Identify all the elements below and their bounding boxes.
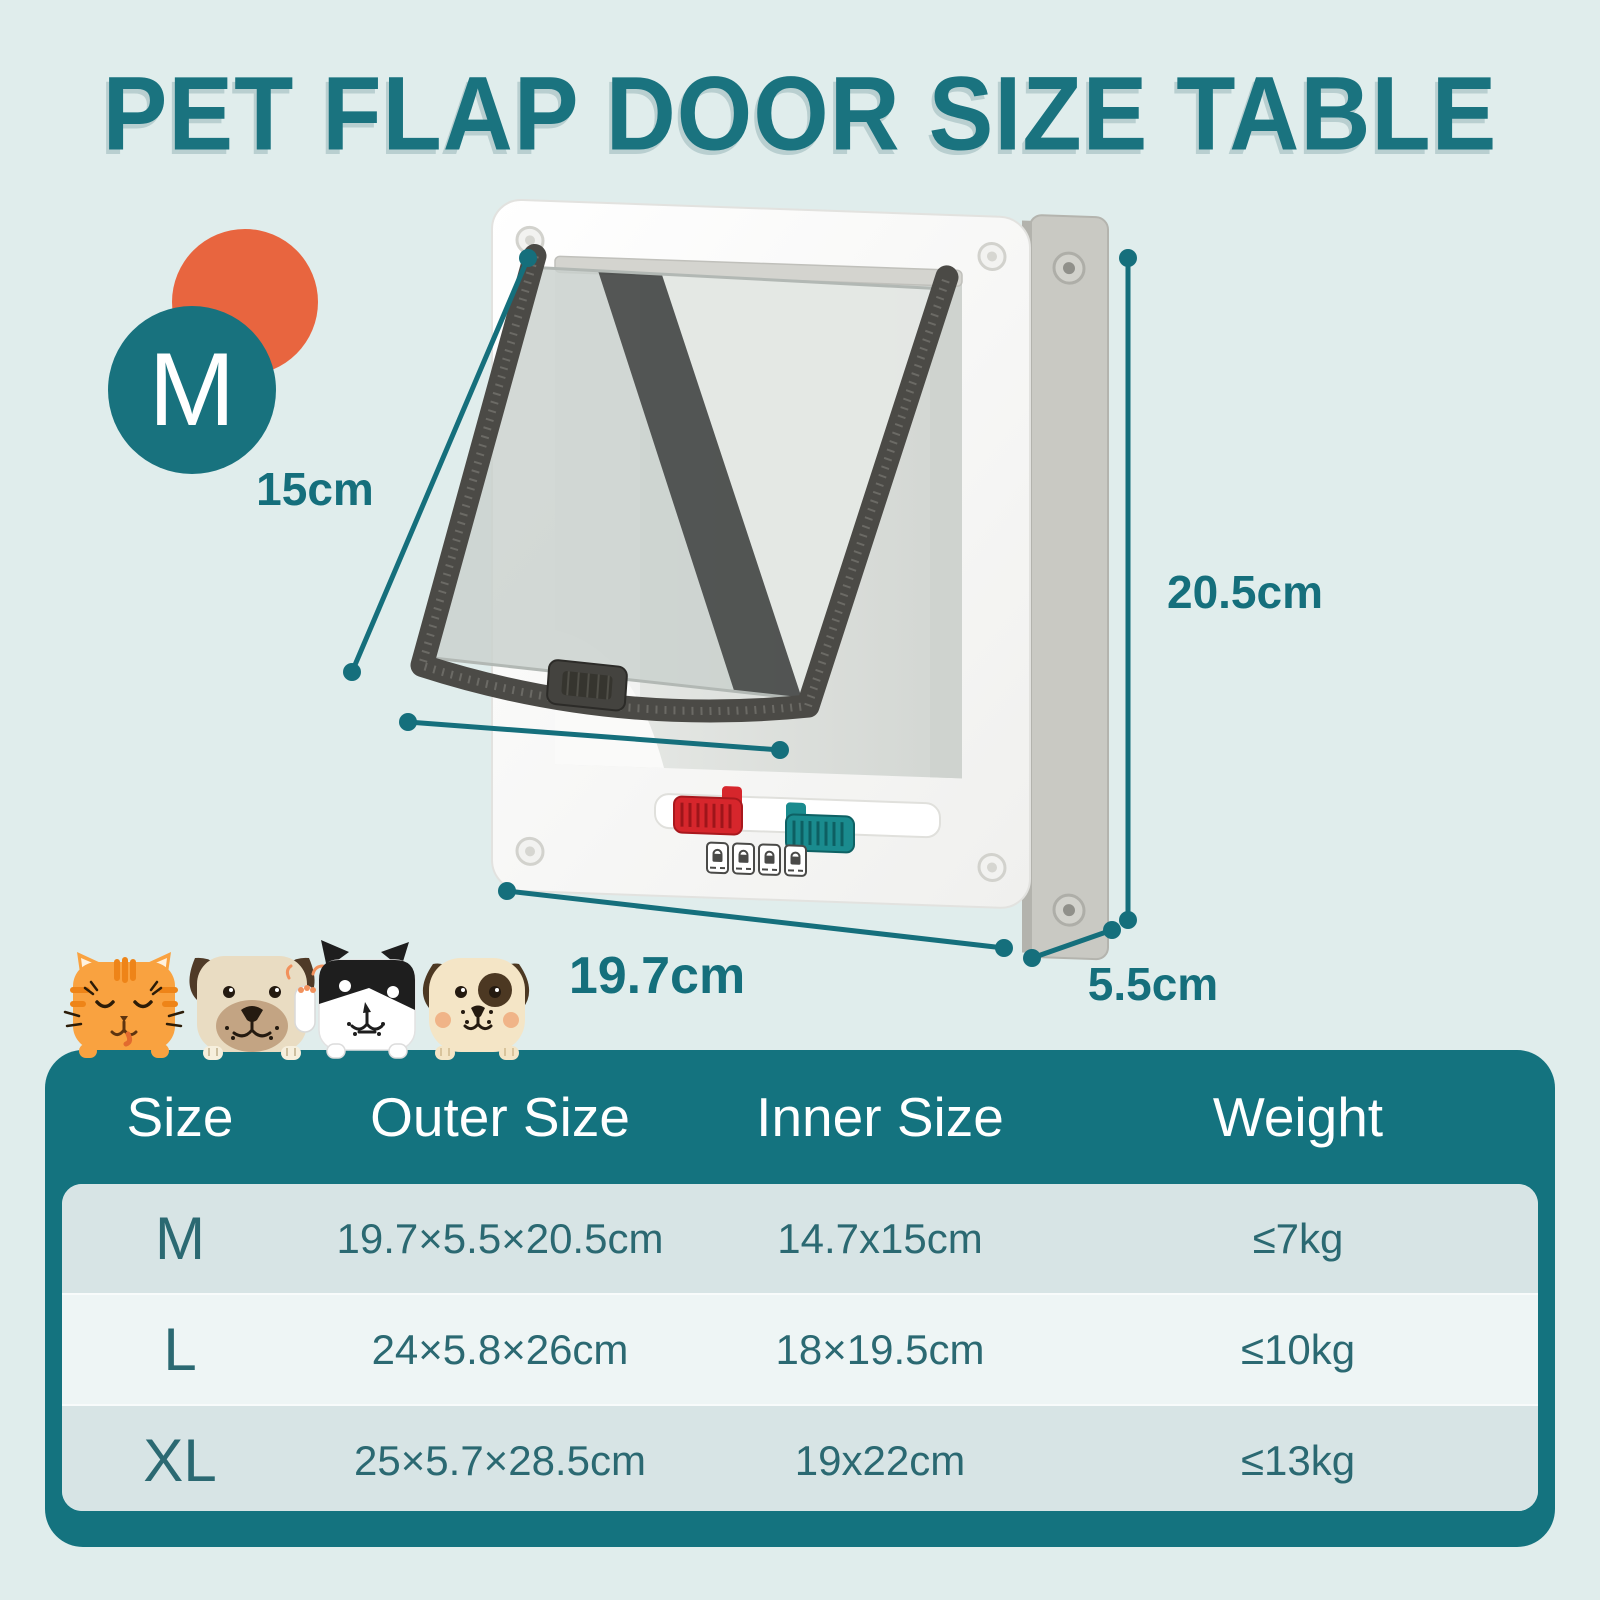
cell-outer: 24×5.8×26cm (371, 1325, 629, 1373)
screw-hole-icon (515, 225, 1007, 882)
cell-size: M (155, 1205, 205, 1272)
cell-outer: 25×5.7×28.5cm (354, 1436, 646, 1484)
table-row-l: L 24×5.8×26cm 18×19.5cm ≤10kg (62, 1293, 1538, 1406)
door-body (410, 199, 1109, 961)
cell-weight: ≤13kg (1240, 1436, 1356, 1484)
teal-slider[interactable] (785, 802, 855, 854)
size-table-rows: M 19.7×5.5×20.5cm 14.7x15cm ≤7kg L 24×5.… (62, 1184, 1538, 1511)
pet-flap-door-illustration (343, 199, 1137, 967)
red-slider[interactable] (673, 784, 743, 836)
cell-inner: 14.7x15cm (777, 1214, 983, 1262)
lock-sliders (654, 784, 941, 877)
page-title: PET FLAP DOOR SIZE TABLE (102, 54, 1498, 173)
header-inner: Inner Size (756, 1086, 1004, 1148)
cell-inner: 19x22cm (794, 1436, 966, 1484)
table-row-xl: XL 25×5.7×28.5cm 19x22cm ≤13kg (62, 1406, 1538, 1511)
puppy-icon (422, 958, 530, 1060)
pug-icon (189, 956, 315, 1060)
size-table: Size Outer Size Inner Size Weight M 19.7… (45, 1050, 1555, 1547)
header-outer: Outer Size (370, 1086, 630, 1148)
cell-inner: 18×19.5cm (775, 1325, 985, 1373)
door-flap (410, 243, 959, 723)
door-back-panel (1022, 214, 1109, 961)
header-size: Size (126, 1086, 234, 1148)
cell-weight: ≤7kg (1252, 1214, 1344, 1262)
cell-size: L (163, 1316, 197, 1383)
dimension-label-door-height: 20.5cm (1166, 566, 1323, 618)
dimension-label-depth: 5.5cm (1087, 958, 1219, 1010)
peeking-pets (63, 940, 530, 1060)
size-badge-label: M (148, 331, 236, 448)
cell-weight: ≤10kg (1240, 1325, 1356, 1373)
size-table-header: Size Outer Size Inner Size Weight (45, 1050, 1555, 1184)
tabby-cat-icon (63, 952, 185, 1058)
table-row-m: M 19.7×5.5×20.5cm 14.7x15cm ≤7kg (62, 1184, 1538, 1293)
waving-paw (285, 964, 325, 1033)
cell-outer: 19.7×5.5×20.5cm (336, 1214, 664, 1262)
size-badge: M (108, 306, 276, 474)
cell-size: XL (143, 1427, 217, 1494)
header-weight: Weight (1212, 1086, 1384, 1148)
flap-latch (546, 659, 628, 712)
tuxedo-cat-icon (285, 940, 416, 1059)
dimension-label-outer-width: 19.7cm (568, 947, 746, 1005)
dimension-lines (343, 249, 1137, 967)
dimension-label-flap-height: 15cm (256, 463, 374, 515)
